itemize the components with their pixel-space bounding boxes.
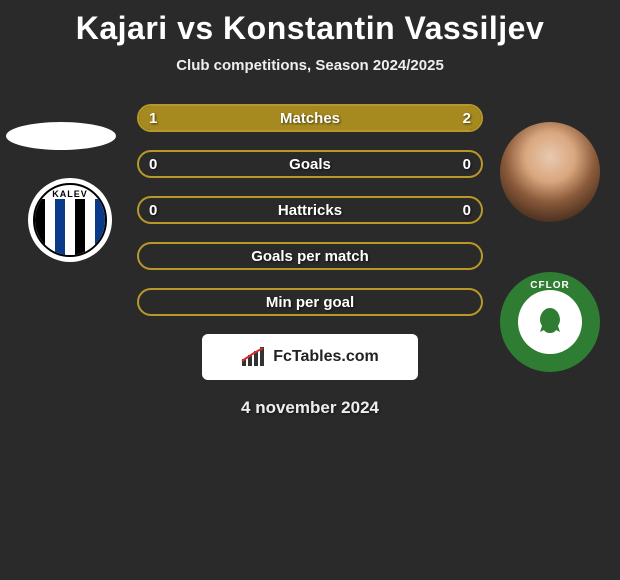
stat-row: 00Hattricks [137, 196, 483, 224]
site-badge[interactable]: FcTables.com [202, 334, 418, 380]
stats-bars: 12Matches 00Goals 00Hattricks Goals per mat… [137, 104, 483, 316]
chart-icon [241, 347, 267, 367]
stat-row: 12Matches [137, 104, 483, 132]
stat-label: Goals [139, 156, 481, 173]
page-title: Kajari vs Konstantin Vassiljev [0, 0, 620, 47]
stat-label: Min per goal [139, 294, 481, 311]
stat-label: Hattricks [139, 202, 481, 219]
stat-row: Min per goal [137, 288, 483, 316]
stat-label: Goals per match [139, 248, 481, 265]
site-badge-text: FcTables.com [273, 348, 379, 366]
subtitle: Club competitions, Season 2024/2025 [0, 57, 620, 74]
footer-date: 4 november 2024 [0, 398, 620, 418]
stat-row: Goals per match [137, 242, 483, 270]
stat-row: 00Goals [137, 150, 483, 178]
stat-label: Matches [139, 110, 481, 127]
